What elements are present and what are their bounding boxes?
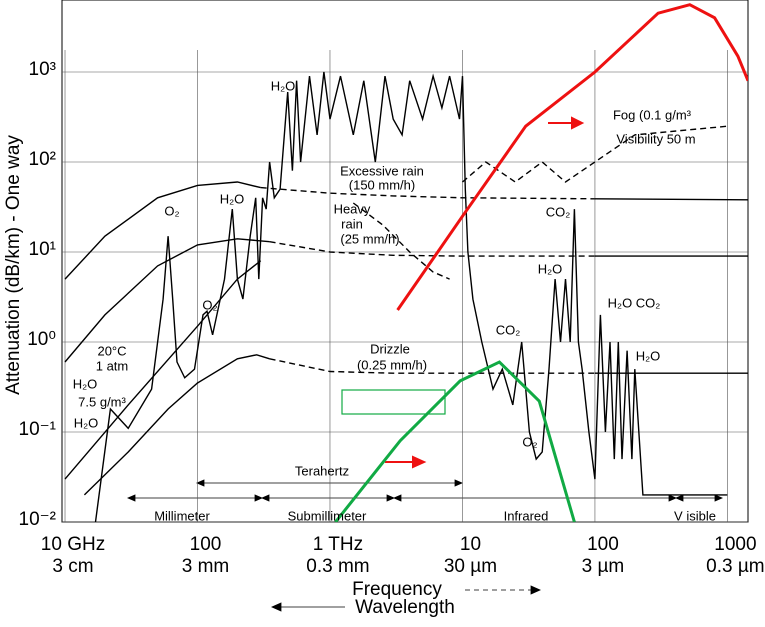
x2-tick-label: 3 µm xyxy=(582,556,625,577)
annotation: CO₂ xyxy=(496,322,521,337)
annotation: CO₂ xyxy=(546,204,571,219)
x2-tick-label: 0.3 µm xyxy=(706,556,764,577)
curve xyxy=(594,198,748,201)
x-tick-label: 10 xyxy=(460,534,481,555)
annotation: Infrared xyxy=(504,508,549,523)
curve xyxy=(462,125,728,183)
annotation: H₂O xyxy=(271,78,296,93)
curve xyxy=(396,3,748,311)
x-tick-label: 1000 xyxy=(714,534,756,555)
annotation: (150 mm/h) xyxy=(349,177,415,192)
x-axis-label: Frequency xyxy=(352,579,442,600)
red-arrows xyxy=(385,116,585,469)
curve xyxy=(64,238,270,363)
highlight-box xyxy=(341,389,446,415)
x-tick-label: 1 THz xyxy=(313,534,363,555)
annotation: O₂ xyxy=(202,297,217,312)
plot-frame xyxy=(61,0,749,523)
y-tick-label: 10³ xyxy=(29,59,56,80)
annotation: H₂O xyxy=(636,348,661,363)
annotation: (0.25 mm/h) xyxy=(357,357,427,372)
x2-axis-label: Wavelength xyxy=(355,597,455,618)
annotation: Submillimeter xyxy=(288,508,367,523)
annotation: V isible xyxy=(674,508,716,523)
annotation: Millimeter xyxy=(154,508,210,523)
annotation: Heavy xyxy=(334,201,371,216)
annotation: O₂ xyxy=(164,203,179,218)
x-tick-label: 100 xyxy=(190,534,222,555)
annotation: (25 mm/h) xyxy=(340,231,399,246)
curve xyxy=(64,181,261,280)
annotation: Terahertz xyxy=(295,463,349,478)
curve xyxy=(260,186,595,200)
annotation: rain xyxy=(341,216,363,231)
curve xyxy=(334,360,576,522)
annotation: H₂O xyxy=(74,415,99,430)
curve xyxy=(94,71,728,522)
annotation: H₂O xyxy=(73,376,98,391)
x2-tick-label: 3 mm xyxy=(182,556,230,577)
x2-tick-label: 3 cm xyxy=(52,556,93,577)
annotation: Fog (0.1 g/m³ xyxy=(613,107,692,122)
annotation: H₂O xyxy=(220,191,245,206)
y-tick-label: 10⁻² xyxy=(19,509,57,530)
band-arrows xyxy=(126,479,724,612)
curve xyxy=(269,241,595,257)
curve xyxy=(83,354,270,496)
annotation: 1 atm xyxy=(96,358,129,373)
annotation: O₂ xyxy=(522,434,537,449)
annotation: 20°C xyxy=(97,343,126,358)
curve xyxy=(352,202,450,280)
x-tick-label: 10 GHz xyxy=(41,534,105,555)
annotation: Visibility 50 m xyxy=(616,131,695,146)
x-tick-label: 100 xyxy=(587,534,619,555)
y-tick-label: 10⁰ xyxy=(27,329,56,350)
y-tick-label: 10² xyxy=(29,149,56,170)
y-tick-label: 10¹ xyxy=(29,239,56,260)
annotation: H₂O CO₂ xyxy=(608,295,661,310)
y-tick-label: 10⁻¹ xyxy=(19,419,57,440)
x2-tick-label: 0.3 mm xyxy=(306,556,369,577)
y-axis-label: Attenuation (dB/km) - One way xyxy=(3,135,24,395)
annotation: 7.5 g/m³ xyxy=(78,394,126,409)
annotation: Excessive rain xyxy=(340,163,424,178)
annotation: Drizzle xyxy=(370,341,410,356)
curve xyxy=(269,358,595,374)
x2-tick-label: 30 µm xyxy=(444,556,497,577)
annotation: H₂O xyxy=(538,261,563,276)
